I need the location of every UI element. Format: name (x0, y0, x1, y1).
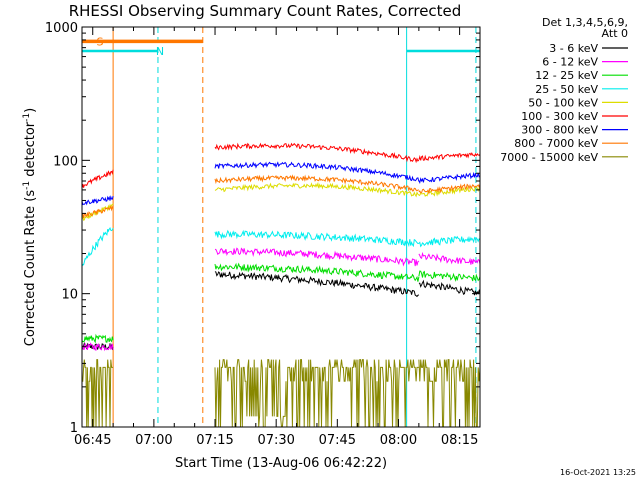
y-axis-label-superscript: -1 (22, 181, 32, 190)
x-tick-label-6: 08:15 (441, 433, 478, 448)
series-7-segment-0 (82, 205, 114, 219)
series-4-segment-0 (82, 203, 114, 221)
legend-header-line-1: Att 0 (602, 27, 628, 40)
series-3-segment-1 (214, 229, 419, 248)
legend-label-2: 12 - 25 keV (535, 69, 598, 82)
annotation-label-N: N (156, 45, 164, 58)
series-5-segment-2 (418, 152, 480, 162)
legend-label-7: 800 - 7000 keV (514, 137, 598, 150)
series-1-segment-0 (82, 342, 114, 352)
x-tick-label-0: 06:45 (74, 433, 111, 448)
series-100-300-kev (82, 142, 480, 189)
x-tick-label-3: 07:30 (257, 433, 294, 448)
y-axis-label: Corrected Count Rate (s-1 detector-1) (22, 108, 38, 346)
series-8-segment-1 (214, 359, 419, 427)
series-5-segment-1 (214, 142, 420, 164)
series-6-12-kev (82, 247, 480, 352)
series-2-segment-1 (214, 262, 420, 282)
axis-ticks: 06:45 07:00 07:15 07:30 07:45 08:00 08:15 1 10 10… (45, 21, 481, 448)
x-tick-label-2: 07:15 (196, 433, 233, 448)
legend-label-1: 6 - 12 keV (542, 56, 598, 69)
legend-label-4: 50 - 100 keV (528, 96, 598, 109)
legend-label-6: 300 - 800 keV (521, 124, 598, 137)
series-2-segment-2 (418, 270, 480, 283)
legend-label-8: 7000 - 15000 keV (500, 151, 598, 164)
series-12-25-kev (82, 262, 480, 344)
y-axis-label-superscript-2: -1 (22, 113, 32, 122)
series-1-segment-1 (214, 247, 420, 267)
series-8-segment-2 (418, 359, 480, 427)
x-axis-label: Start Time (13-Aug-06 06:42:22) (175, 456, 387, 471)
y-tick-label-1: 10 (61, 288, 78, 303)
series-3-segment-0 (82, 227, 114, 267)
x-tick-label-4: 07:45 (319, 433, 356, 448)
series-0-segment-2 (418, 279, 480, 296)
series-3-segment-2 (418, 235, 480, 248)
legend-header-line-0: Det 1,3,4,5,6,9, (542, 16, 628, 29)
plot-frame (81, 26, 481, 428)
annotation-label-S: S (97, 35, 104, 48)
x-tick-label-1: 07:00 (135, 433, 172, 448)
chart-title: RHESSI Observing Summary Count Rates, Co… (69, 2, 462, 20)
plot-clipped-group (82, 27, 480, 427)
series-7000-15000-kev (82, 359, 480, 427)
series-300-800-kev (82, 161, 480, 206)
series-6-segment-1 (214, 161, 420, 182)
series-1-segment-2 (418, 251, 480, 265)
legend-label-3: 25 - 50 keV (535, 83, 598, 96)
series-4-segment-1 (214, 181, 420, 198)
y-axis-label-end: ) (23, 108, 38, 113)
series-50-100-kev (82, 181, 480, 221)
series-6-segment-2 (418, 171, 480, 185)
series-25-50-kev (82, 227, 480, 267)
series-7-segment-2 (418, 183, 480, 195)
y-axis-label-main: Corrected Count Rate (s (23, 190, 38, 347)
series-7-segment-1 (214, 174, 419, 192)
series-800-7000-kev (82, 174, 480, 219)
series-3-6-kev (82, 271, 480, 351)
y-axis-label-tail: detector (23, 121, 38, 181)
series-2-segment-0 (82, 333, 114, 344)
series-0-segment-1 (214, 271, 420, 298)
y-tick-label-0: 1 (70, 421, 78, 436)
y-tick-label-2: 100 (53, 154, 78, 169)
footer-timestamp: 16-Oct-2021 13:25 (560, 468, 636, 477)
legend-label-0: 3 - 6 keV (549, 42, 598, 55)
series-6-segment-0 (82, 195, 114, 206)
plot-area: SN (82, 27, 480, 427)
series-0-segment-0 (82, 341, 114, 351)
legend-label-5: 100 - 300 keV (521, 110, 598, 123)
x-tick-label-5: 08:00 (380, 433, 417, 448)
series-5-segment-0 (82, 169, 114, 189)
y-tick-label-3: 1000 (45, 21, 78, 36)
series-8-segment-0 (82, 359, 114, 427)
